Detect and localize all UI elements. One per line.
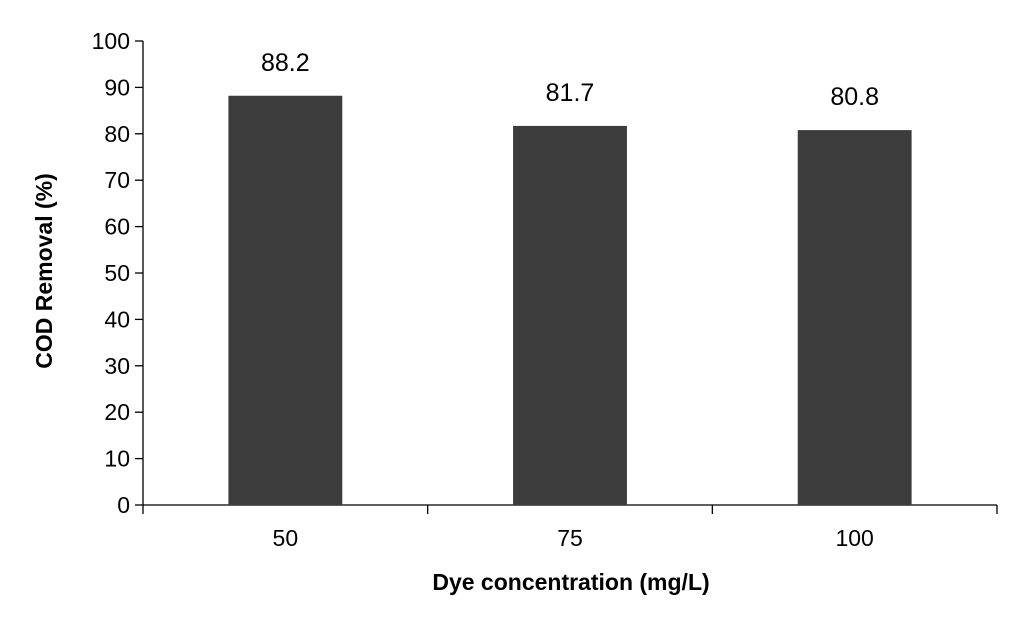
y-axis-title: COD Removal (%) [31,173,57,369]
y-tick-label: 60 [104,214,130,240]
bars [228,95,912,506]
x-tick-label-100: 100 [835,525,873,551]
y-tick-label: 40 [104,306,130,332]
y-tick-label: 10 [104,446,130,472]
y-tick-label: 90 [104,74,130,100]
data-labels: 88.2 81.7 80.8 [261,49,879,111]
x-tick-label-50: 50 [273,525,299,551]
bar-100 [797,130,912,505]
data-label-50: 88.2 [261,49,310,77]
bar-75 [513,125,627,506]
x-tick-label-75: 75 [557,525,583,551]
y-tick-label: 50 [104,260,130,286]
bar-50 [228,95,343,505]
y-tick-label: 0 [117,492,130,518]
y-ticks: 0 10 20 30 40 50 60 70 80 90 100 [92,28,143,518]
x-ticks: 50 75 100 [142,505,998,551]
y-axis: 0 10 20 30 40 50 60 70 80 90 100 [92,28,144,518]
data-label-75: 81.7 [546,79,595,107]
x-axis: 50 75 100 [142,504,998,551]
y-tick-label: 30 [104,353,130,379]
y-tick-label: 100 [92,28,130,54]
x-axis-title: Dye concentration (mg/L) [432,569,709,595]
y-tick-label: 70 [104,167,130,193]
data-label-100: 80.8 [830,83,879,111]
y-tick-label: 80 [104,121,130,147]
y-tick-label: 20 [104,399,130,425]
